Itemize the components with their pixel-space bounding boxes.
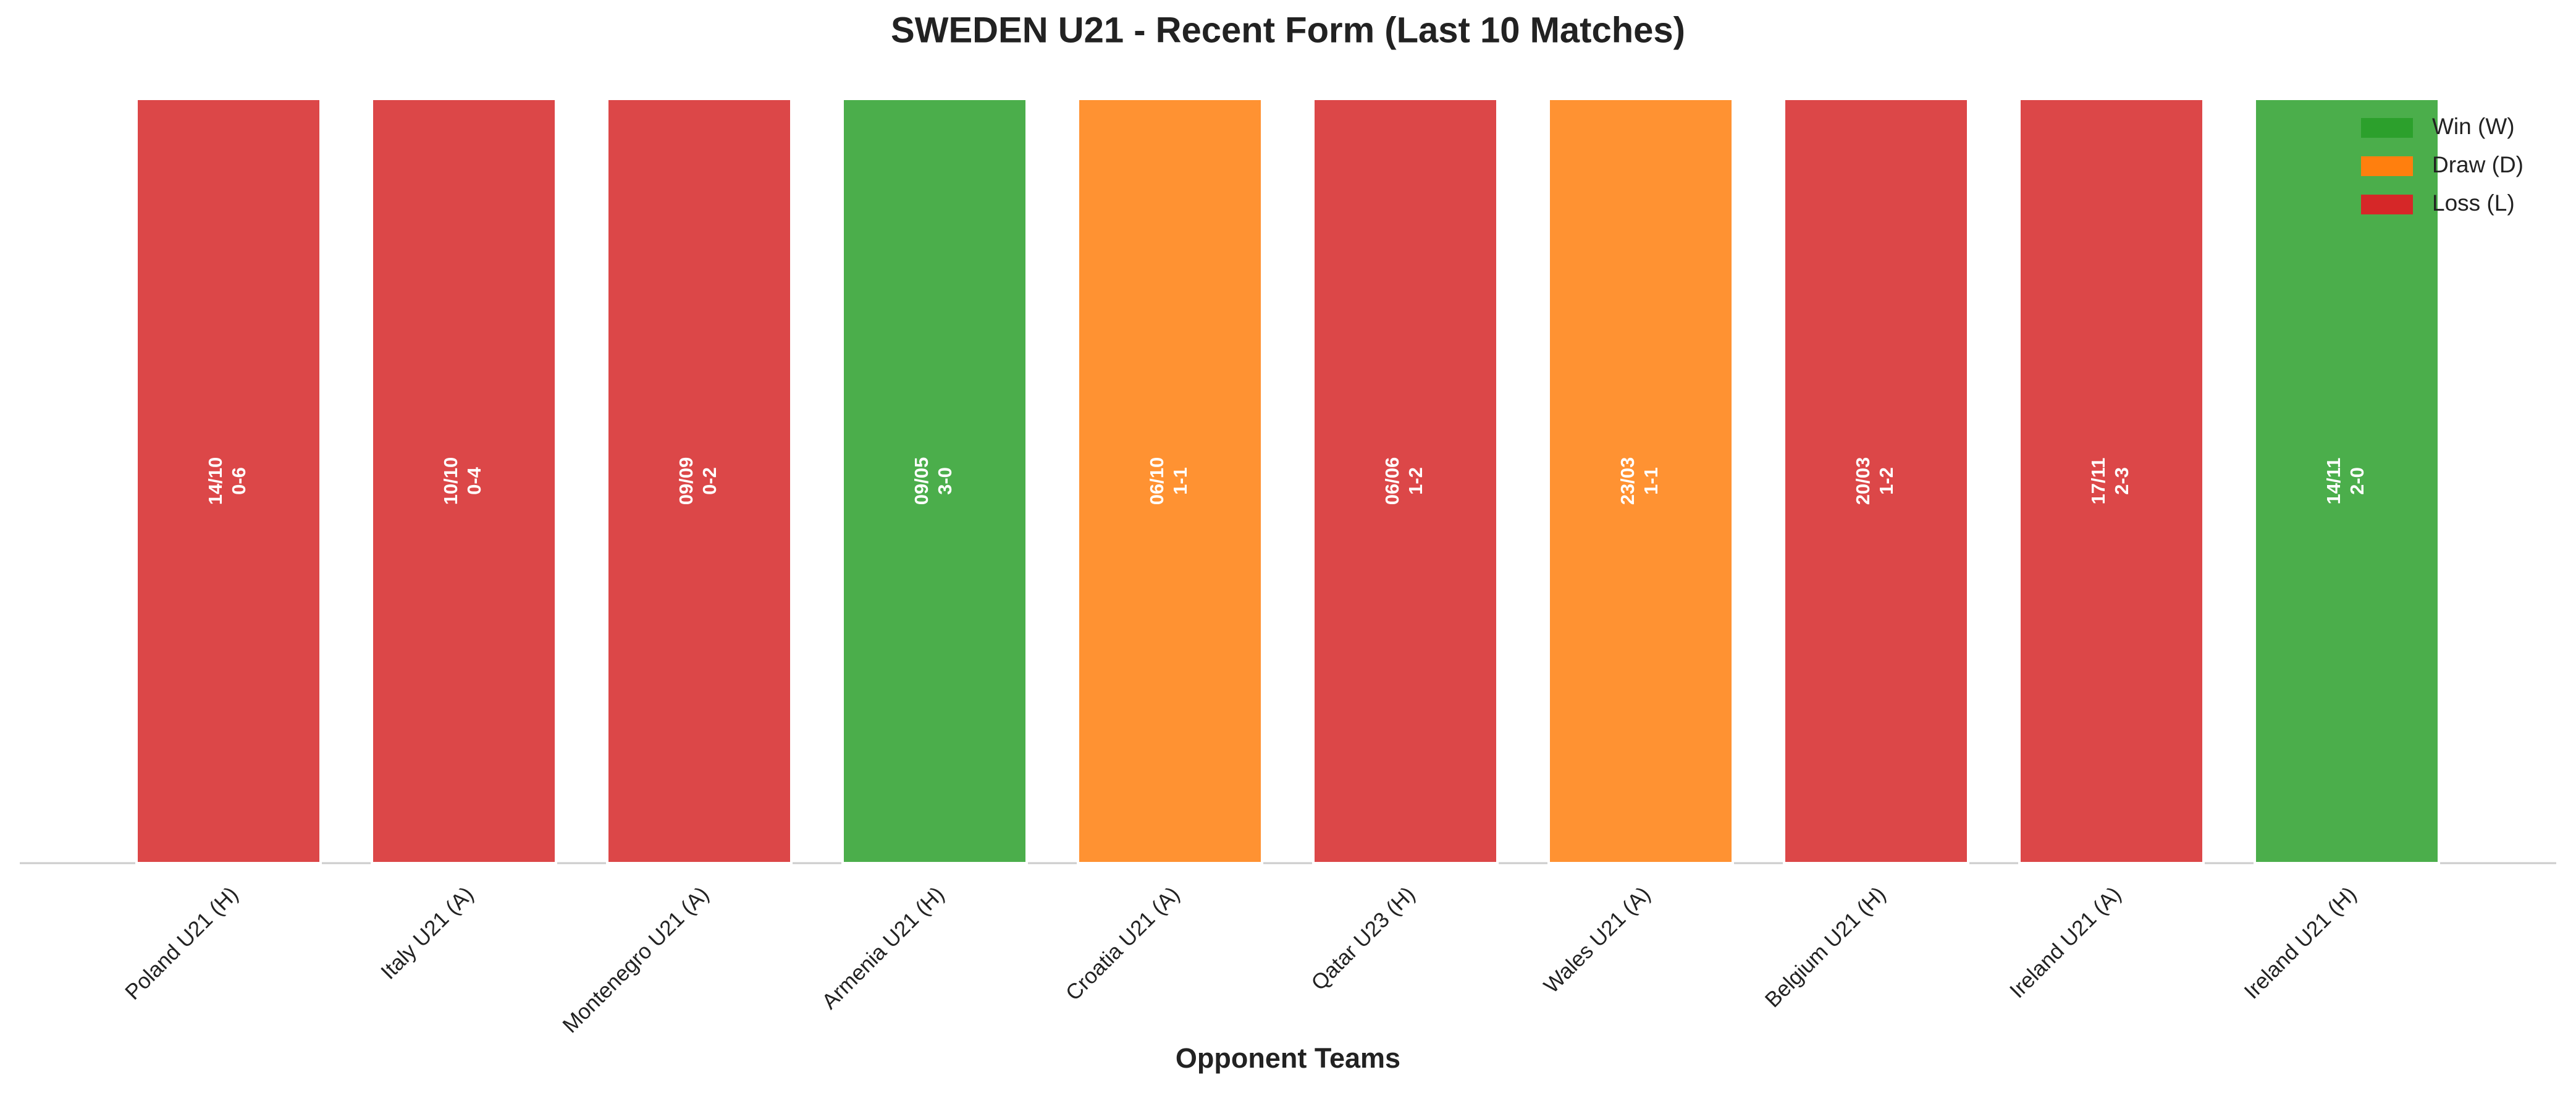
x-tick-label: Wales U21 (A): [1539, 882, 1656, 998]
bar-date-label: 17/11: [2087, 458, 2109, 505]
bar-date-label: 09/09: [675, 457, 697, 505]
bar-score-label: 1-1: [1640, 467, 1662, 495]
chart-title: SWEDEN U21 - Recent Form (Last 10 Matche…: [891, 10, 1685, 50]
x-tick-label: Ireland U21 (A): [2005, 882, 2126, 1003]
legend-label: Win (W): [2432, 114, 2515, 139]
bar-date-label: 14/10: [204, 457, 226, 505]
bar-date-label: 09/05: [911, 457, 932, 505]
legend-swatch: [2361, 195, 2413, 214]
bar-score-label: 0-2: [699, 467, 720, 495]
bar: [1547, 98, 1734, 864]
bar-date-label: 20/03: [1852, 457, 1874, 505]
legend-swatch: [2361, 156, 2413, 176]
bar-score-label: 2-0: [2346, 467, 2368, 495]
x-tick-label: Italy U21 (A): [376, 882, 478, 984]
bar: [371, 98, 557, 864]
x-tick-label: Belgium U21 (H): [1761, 882, 1891, 1013]
bar-date-label: 06/10: [1146, 457, 1168, 505]
bar: [1312, 98, 1499, 864]
bar-date-label: 06/06: [1381, 457, 1403, 505]
bar: [1783, 98, 1969, 864]
bar-score-label: 0-6: [228, 467, 250, 495]
bar-date-label: 14/11: [2323, 458, 2344, 505]
bar: [2254, 98, 2440, 864]
x-axis-label: Opponent Teams: [1176, 1042, 1400, 1074]
bar: [135, 98, 322, 864]
bar-score-label: 0-4: [463, 466, 485, 495]
bar-date-label: 23/03: [1617, 457, 1638, 505]
bar-score-label: 1-1: [1169, 467, 1191, 495]
x-tick-label: Poland U21 (H): [120, 882, 243, 1005]
x-tick-label: Armenia U21 (H): [817, 882, 949, 1014]
x-tick-label: Montenegro U21 (A): [558, 882, 713, 1038]
x-tick-label: Qatar U23 (H): [1307, 882, 1420, 995]
bar: [606, 98, 793, 864]
bar-score-label: 2-3: [2111, 467, 2132, 495]
bar-score-label: 3-0: [934, 467, 956, 495]
bar-date-label: 10/10: [440, 457, 461, 505]
bar: [841, 98, 1028, 864]
legend-label: Loss (L): [2432, 190, 2515, 216]
x-tick-label: Ireland U21 (H): [2239, 882, 2361, 1004]
bar-score-label: 1-2: [1875, 467, 1897, 495]
x-tick-label: Croatia U21 (A): [1061, 882, 1185, 1006]
legend-label: Draw (D): [2432, 152, 2523, 177]
bar: [1077, 98, 1263, 864]
bar-score-label: 1-2: [1405, 467, 1426, 495]
bar: [2018, 98, 2205, 864]
legend-swatch: [2361, 118, 2413, 138]
